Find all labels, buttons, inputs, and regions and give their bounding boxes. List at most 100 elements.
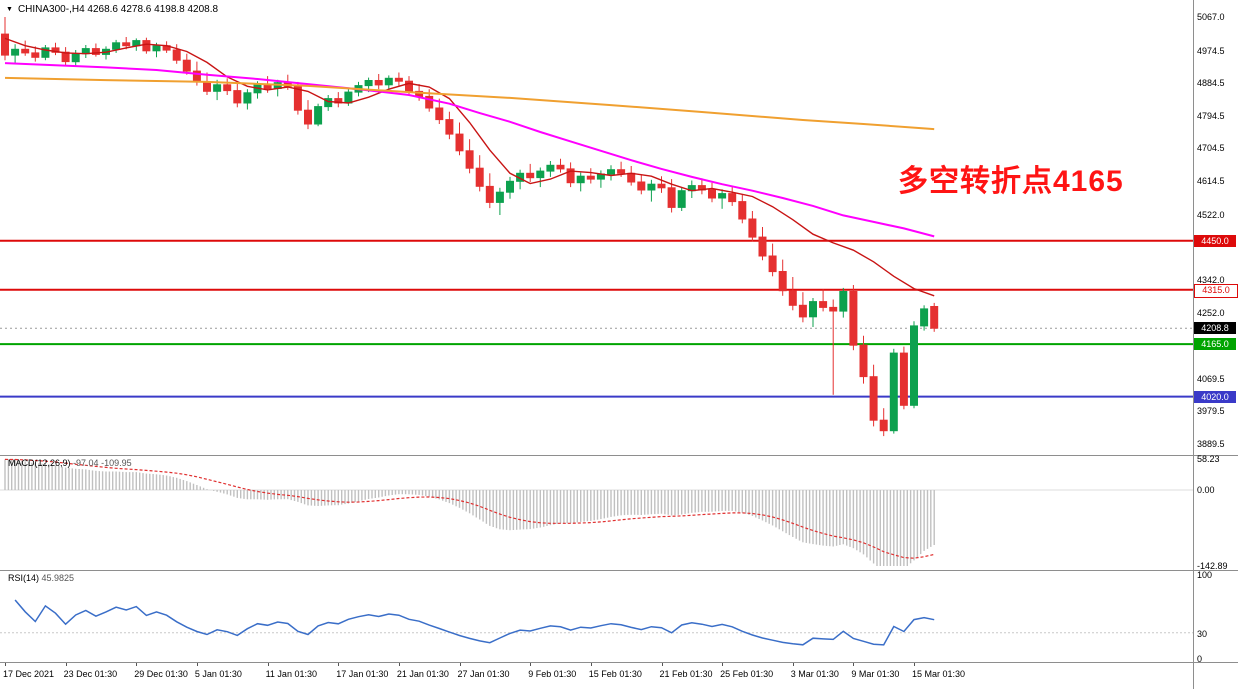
price-axis[interactable]: 5067.0 4974.5 4884.5 4794.5 4704.5 4614.5 4522… [1194,0,1238,689]
candle-body [627,172,636,183]
price-axis-label: 4614.5 [1197,176,1225,187]
rsi-axis-label: 30 [1197,628,1208,639]
rsi-panel[interactable]: RSI(14) 45.9825 [0,570,1193,662]
candles [1,17,939,437]
time-axis-label: 23 Dec 01:30 [63,669,118,679]
time-tick [5,662,6,666]
candle-body [182,59,191,72]
ohlc-readout: CHINA300-,H4 4268.6 4278.6 4198.8 4208.8 [17,4,219,15]
candle-body [213,84,222,92]
candle-body [718,193,727,199]
price-axis-label: 4342.0 [1197,274,1225,285]
time-axis-label: 15 Feb 01:30 [588,669,642,679]
time-axis-label: 9 Mar 01:30 [851,669,900,679]
macd-axis-label: 0.00 [1197,484,1215,495]
price-axis-label: 4704.5 [1197,143,1225,154]
candle-body [556,164,565,170]
rsi-value: 45.9825 [41,573,75,583]
candle-body [51,47,60,53]
time-axis[interactable]: 17 Dec 2021 23 Dec 01:30 29 Dec 01:30 5 Jan… [0,662,1238,689]
candle-body [617,169,626,174]
candle-body [839,291,848,312]
price-level-badge[interactable]: 4165.0 [1194,338,1236,351]
macd-name: MACD(12,26,9) [8,458,71,468]
time-tick [459,662,461,666]
candle-body [314,106,323,125]
price-axis-label: 4252.0 [1197,307,1225,318]
rsi-name: RSI(14) [8,573,40,583]
candle-body [829,306,838,312]
candle-body [495,191,504,203]
candle-body [879,419,888,432]
price-level-badge[interactable]: 4315.0 [1194,283,1238,298]
candle-body [435,107,444,121]
candle-body [667,187,676,208]
rsi-chart [0,599,1193,646]
macd-values: -97.04 -109.95 [73,458,132,468]
candle-body [91,48,100,55]
time-axis-label: 27 Jan 01:30 [457,669,510,679]
candle-body [859,344,868,378]
candle-body [324,98,333,108]
candle-body [152,45,161,52]
rsi-label: RSI(14) 45.9825 [8,573,74,583]
symbol-dropdown-icon[interactable]: ▼ [6,5,13,13]
candle-body [243,92,252,104]
time-axis-label: 29 Dec 01:30 [134,669,188,679]
candle-body [172,49,181,61]
time-axis-label: 5 Jan 01:30 [194,669,242,679]
price-axis-label: 3889.5 [1197,438,1225,449]
time-tick [136,662,138,666]
candle-body [31,52,40,58]
rsi-axis-label: 100 [1197,570,1213,580]
time-tick [398,662,400,666]
candle-body [798,304,807,318]
time-tick [590,662,592,666]
candle-body [475,167,484,187]
candle-body [910,325,918,406]
candle-body [930,306,939,329]
macd-label: MACD(12,26,9) -97.04 -109.95 [8,458,132,468]
time-tick [338,662,340,666]
chart-header: ▼ CHINA300-,H4 4268.6 4278.6 4198.8 4208… [6,4,218,15]
candle-body [21,48,30,54]
candle-body [374,80,383,86]
candle-body [304,109,312,125]
candle-body [425,95,434,109]
candle-body [758,236,767,257]
candle-body [677,190,686,208]
candle-body [637,181,646,191]
candlestick-chart[interactable] [0,0,1193,455]
candle-body [819,301,828,308]
price-level-badge[interactable]: 4020.0 [1194,390,1236,403]
candle-body [506,180,514,193]
time-axis-label: 17 Dec 2021 [3,669,55,679]
candle-body [485,185,494,203]
candle-body [657,183,666,189]
candle-body [788,290,797,306]
slow-ma [4,76,935,131]
candle-body [344,91,353,104]
price-axis-label: 4794.5 [1197,110,1225,121]
candle-body [233,90,242,104]
candle-body [384,77,393,86]
price-chart-panel[interactable] [0,0,1193,455]
time-tick [722,662,724,666]
candle-body [122,42,131,47]
candle-body [364,80,373,87]
price-level-badge[interactable]: 4450.0 [1194,234,1236,247]
rsi-line [14,599,935,646]
time-tick [530,662,532,666]
panel-separator[interactable] [0,455,1238,456]
candle-body [203,81,211,92]
panel-separator[interactable] [0,570,1238,571]
candle-body [889,352,898,432]
macd-panel[interactable]: MACD(12,26,9) -97.04 -109.95 [0,455,1193,570]
candle-body [586,175,595,180]
macd-axis-label: 58.23 [1197,454,1220,464]
rsi-axis-label: 0 [1197,654,1203,664]
time-axis-label: 11 Jan 01:30 [265,669,317,679]
time-axis-label: 25 Feb 01:30 [720,669,774,679]
price-axis-label: 4974.5 [1197,45,1225,56]
candle-body [526,172,535,179]
